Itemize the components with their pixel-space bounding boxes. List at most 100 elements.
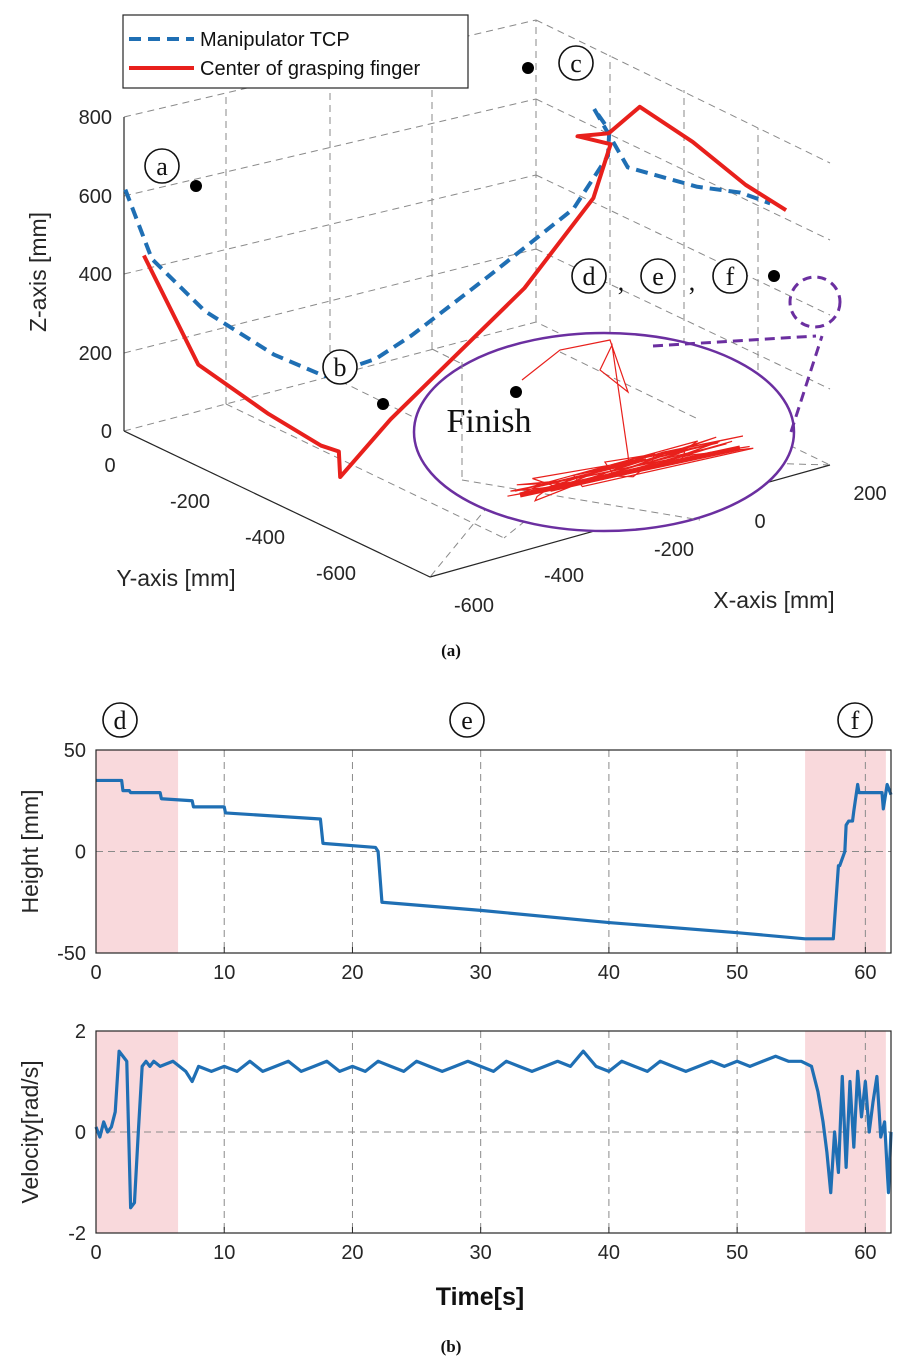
zgrid-left-200	[123, 248, 537, 354]
zoom-inset	[412, 275, 842, 533]
x-axis-label: X-axis [mm]	[713, 587, 834, 613]
legend-3d: Manipulator TCP Center of grasping finge…	[122, 14, 469, 89]
z-tick-labels: 0 200 400 600 800	[79, 107, 112, 443]
xtick-label: 40	[598, 1242, 620, 1264]
y-tick-400: -400	[245, 527, 285, 549]
y-tick-200: -200	[170, 491, 210, 513]
marker-f-label: f	[726, 262, 735, 291]
phase-f-label: f	[851, 706, 860, 735]
fgrid-2	[225, 403, 505, 539]
z-tick-600: 600	[79, 186, 112, 208]
zoom-connector-bottom	[789, 335, 824, 433]
phase-d-label: d	[114, 706, 127, 735]
y-tick-0: 0	[104, 455, 115, 477]
zgrid-right-400	[535, 174, 831, 316]
x-tick-m400: -400	[544, 565, 584, 587]
marker-b-label: b	[334, 353, 347, 382]
plot-frame	[95, 749, 892, 954]
ytick-label: 2	[75, 1021, 86, 1043]
ytick-label: 0	[75, 842, 86, 864]
series-grasping-finger	[142, 104, 788, 480]
zgrid-left-600	[123, 98, 537, 197]
legend-box	[122, 14, 469, 89]
inset-jitter-line	[507, 339, 754, 502]
phase-f-circle	[837, 702, 873, 738]
separator-2: ,	[689, 267, 696, 296]
x-tick-labels: -600 -400 -200 0 200	[454, 483, 887, 617]
z-tick-0: 0	[101, 421, 112, 443]
xtick-label: 0	[90, 962, 101, 984]
trajectory-line-finger	[142, 104, 788, 480]
inset-grid-2	[461, 479, 701, 521]
xtick-label: 50	[726, 1242, 748, 1264]
separator-1: ,	[618, 267, 625, 296]
plot-frame	[95, 1030, 892, 1234]
phase-markers-3d: a b c d , e , f Finish	[144, 45, 780, 440]
zoom-inset-ellipse	[412, 331, 796, 533]
series-line-0	[94, 1049, 893, 1210]
trajectory-3d-panel: 0 200 400 600 800 0 -200 -400 -600 -600 …	[25, 14, 887, 660]
xtick-label: 50	[726, 962, 748, 984]
zoom-connector-top	[652, 334, 817, 348]
marker-c-label: c	[570, 49, 582, 78]
y-axis-line	[123, 430, 431, 578]
series-line-0	[96, 778, 893, 941]
xtick-label: 60	[854, 962, 876, 984]
x-tick-m600: -600	[454, 595, 494, 617]
marker-a-circle	[144, 148, 180, 184]
xtick-label: 30	[470, 1242, 492, 1264]
y-axis-label: Y-axis [mm]	[116, 565, 235, 591]
phase-e-label: e	[461, 706, 473, 735]
ytick-label: 50	[64, 740, 86, 762]
y-axis-label: Velocity[rad/s]	[17, 1060, 43, 1203]
xtick-label: 60	[854, 1242, 876, 1264]
zgrid-right-800	[535, 19, 831, 164]
ytick-label: 0	[75, 1122, 86, 1144]
inset-finger-jitter	[507, 339, 754, 502]
ytick-label: -2	[68, 1223, 86, 1245]
y-axis-label: Height [mm]	[17, 790, 43, 914]
time-axis-label: Time[s]	[436, 1283, 524, 1311]
z-tick-400: 400	[79, 264, 112, 286]
point-b-dot	[377, 398, 389, 410]
legend-label-tcp: Manipulator TCP	[200, 29, 350, 51]
phase-e-circle	[449, 702, 485, 738]
trajectory-line-tcp	[123, 106, 771, 379]
xtick-label: 40	[598, 962, 620, 984]
marker-a-label: a	[156, 152, 168, 181]
phase-d-circle	[102, 702, 138, 738]
caption-b: (b)	[441, 1337, 462, 1356]
z-axis-label: Z-axis [mm]	[25, 212, 51, 332]
x-tick-0: 0	[754, 511, 765, 533]
point-finish-dot	[510, 386, 522, 398]
zoom-source-circle	[788, 275, 842, 329]
marker-e-circle	[640, 258, 676, 294]
xtick-label: 0	[90, 1242, 101, 1264]
point-a-dot	[190, 180, 202, 192]
marker-d-circle	[571, 258, 607, 294]
xtick-label: 20	[341, 1242, 363, 1264]
marker-e-label: e	[652, 262, 664, 291]
marker-d-label: d	[583, 262, 596, 291]
inset-jitter-band	[519, 445, 741, 498]
x-tick-200: 200	[853, 483, 886, 505]
y-tick-labels: 0 -200 -400 -600	[104, 455, 356, 585]
z-tick-200: 200	[79, 343, 112, 365]
x-tick-m200: -200	[654, 539, 694, 561]
marker-c-circle	[558, 45, 594, 81]
caption-a: (a)	[441, 641, 461, 660]
xtick-label: 20	[341, 962, 363, 984]
series-manipulator-tcp	[123, 106, 771, 379]
zgrid-right-600	[535, 98, 831, 241]
zgrid-left-400	[123, 174, 537, 275]
marker-b-circle	[322, 349, 358, 385]
xtick-label: 10	[213, 1242, 235, 1264]
legend-label-finger: Center of grasping finger	[200, 58, 420, 80]
ytick-label: -50	[57, 943, 86, 965]
point-def-dot	[768, 270, 780, 282]
xtick-label: 10	[213, 962, 235, 984]
